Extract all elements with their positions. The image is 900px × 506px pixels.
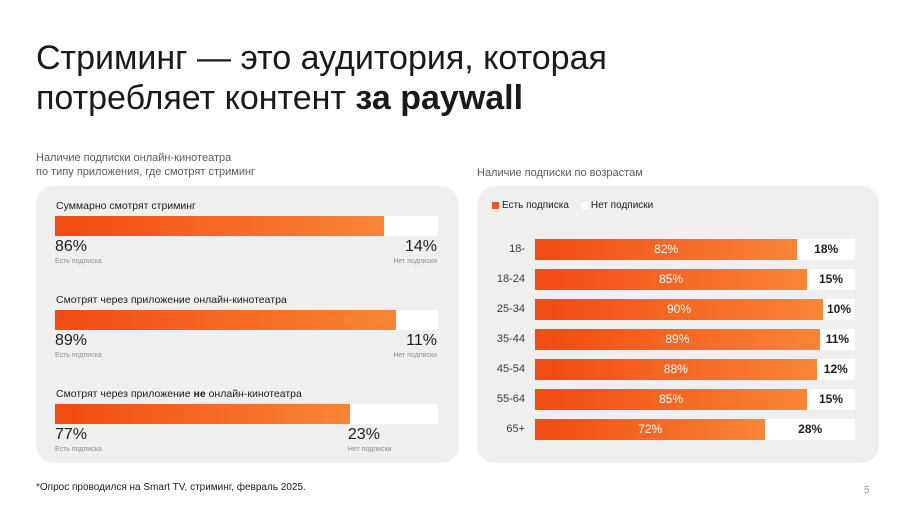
bar-with-subscription: 72% [535,419,766,440]
bar-with-subscription [55,404,350,424]
title-line-2: потребляет контент [36,79,356,117]
value-without-subscription: 23% [347,426,380,443]
legend-label-without: Нет подписки [590,200,654,211]
caption-with-subscription: Есть подписка [55,258,102,265]
title-emphasis: за paywall [355,79,524,117]
legend-item-without: Нет подписки [580,200,654,211]
group-label-text: Суммарно смотрят стриминг [56,200,196,212]
bar-with-subscription: 85% [535,389,807,410]
legend-label-with: Есть подписка [502,200,569,211]
legend-item-with: Есть подписка [492,200,569,211]
value-with-subscription: 86% [55,238,88,255]
footnote: *Опрос проводился на Smart TV, стриминг,… [36,482,306,493]
page-title: Стриминг — это аудитория, которая потреб… [36,38,836,118]
bar-with-subscription: 88% [535,359,817,380]
left-chart-subtitle: Наличие подписки онлайн-кинотеатра по ти… [36,151,255,179]
bar-without-subscription: 15% [807,389,855,410]
bar-with-subscription: 85% [535,269,807,290]
age-label: 18- [509,243,525,255]
left-chart-panel: Суммарно смотрят стриминг 86% Есть подписк… [36,186,459,463]
group-label-emphasis: не [193,388,206,400]
bar-track [55,310,438,330]
left-chart-subtitle-line-1: Наличие подписки онлайн-кинотеатра [36,152,232,164]
caption-without-subscription: Нет подписки [347,446,392,453]
bar-with-subscription: 89% [535,329,820,350]
right-chart-panel: Есть подписка Нет подписки 18- 82% 18% 18-2… [477,186,879,463]
group-label-text: Смотрят через приложение [56,388,194,400]
age-label: 45-54 [496,363,525,375]
group-label: Смотрят через приложение не онлайн-кинот… [56,388,302,400]
bar-without-subscription: 15% [807,269,855,290]
caption-without-subscription: Нет подписки [393,352,437,359]
bar-without-subscription: 11% [819,329,855,350]
left-chart-subtitle-line-2: по типу приложения, где смотрят стриминг [36,166,256,178]
right-chart-subtitle: Наличие подписки по возрастам [477,167,643,179]
value-without-subscription: 11% [406,332,437,349]
value-without-subscription: 14% [404,238,437,255]
age-label: 65+ [506,423,525,435]
age-label: 25-34 [496,303,525,315]
caption-without-subscription: Нет подписки [393,258,437,265]
group-label-text-end: онлайн-кинотеатра [205,388,302,400]
legend-swatch-without [580,202,588,209]
page-number: 5 [864,485,870,496]
value-with-subscription: 77% [55,426,88,443]
caption-with-subscription: Есть подписка [55,446,102,453]
title-line-1: Стриминг — это аудитория, которая [36,39,607,77]
bar-without-subscription: 28% [765,419,855,440]
group-label: Суммарно смотрят стриминг [56,200,196,212]
bar-with-subscription [55,216,385,236]
bar-with-subscription [55,310,396,330]
bar-with-subscription: 90% [535,299,823,320]
age-label: 55-64 [496,393,525,405]
bar-track [55,404,438,424]
caption-with-subscription: Есть подписка [55,352,102,359]
value-with-subscription: 89% [55,332,88,349]
age-label: 35-44 [496,333,525,345]
bar-without-subscription: 10% [823,299,855,320]
bar-without-subscription: 18% [797,239,855,260]
group-label: Смотрят через приложение онлайн-кинотеат… [56,294,287,306]
legend-swatch-with [492,202,499,209]
bar-with-subscription: 82% [535,239,798,260]
group-label-text: Смотрят через приложение онлайн-кинотеат… [56,294,287,306]
age-label: 18-24 [496,273,525,285]
chart-legend: Есть подписка Нет подписки [492,200,653,211]
bar-without-subscription: 12% [816,359,855,380]
bar-track [55,216,438,236]
